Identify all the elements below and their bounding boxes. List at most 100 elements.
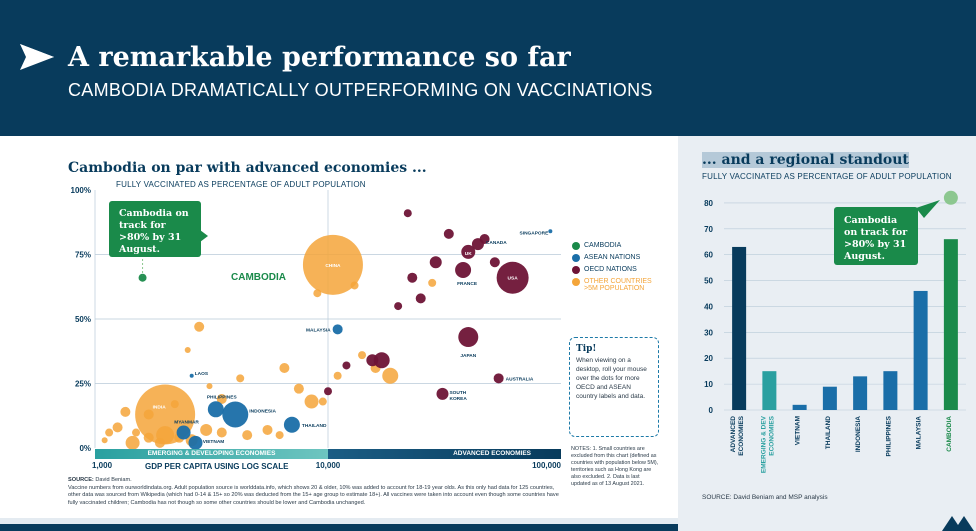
scatter-point[interactable] bbox=[548, 229, 553, 234]
scatter-chart: 0% 25% 50% 75% 100% 1,000 10,000 100,000 SINGAP… bbox=[71, 186, 562, 470]
scatter-point[interactable] bbox=[332, 324, 343, 335]
point-label: JAPAN bbox=[460, 353, 476, 359]
cambodia-label: CAMBODIA bbox=[231, 272, 286, 283]
bar-category-label: ADVANCED bbox=[730, 416, 737, 453]
scatter-point[interactable] bbox=[206, 383, 213, 390]
scatter-point[interactable] bbox=[333, 371, 342, 380]
scatter-point[interactable] bbox=[283, 416, 300, 433]
bar[interactable] bbox=[762, 371, 777, 410]
scatter-point[interactable] bbox=[415, 293, 426, 304]
scatter-point[interactable] bbox=[105, 428, 114, 437]
scatter-point[interactable] bbox=[436, 387, 449, 400]
scatter-point[interactable] bbox=[279, 363, 290, 374]
cambodia-target-marker bbox=[943, 190, 958, 205]
bar-ytick-label: 40 bbox=[704, 302, 713, 311]
bar[interactable] bbox=[883, 371, 898, 410]
scatter-point[interactable] bbox=[216, 427, 227, 438]
legend-dot-oecd bbox=[572, 266, 580, 274]
scatter-point[interactable] bbox=[112, 422, 123, 433]
cambodia-point[interactable] bbox=[138, 273, 147, 282]
scatter-point[interactable] bbox=[479, 234, 490, 245]
scatter-point[interactable] bbox=[489, 257, 500, 268]
bar[interactable] bbox=[822, 386, 837, 410]
legend-dot-cambodia bbox=[572, 242, 580, 250]
point-label: CHINA bbox=[325, 263, 341, 269]
bar[interactable] bbox=[792, 404, 807, 410]
scatter-point[interactable] bbox=[324, 387, 332, 396]
scatter-point[interactable] bbox=[154, 437, 165, 448]
legend-item-other: OTHER COUNTRIES >5M POPULATION bbox=[572, 278, 664, 292]
page-title: A remarkable performance so far bbox=[68, 42, 571, 73]
bar-category-label: ECONOMIES bbox=[738, 415, 745, 455]
scatter-point[interactable] bbox=[293, 383, 304, 394]
legend-dot-other bbox=[572, 278, 580, 286]
scatter-point[interactable] bbox=[443, 228, 454, 239]
scatter-point[interactable] bbox=[120, 406, 131, 417]
scatter-point[interactable] bbox=[394, 302, 403, 311]
scatter-point[interactable] bbox=[358, 351, 367, 360]
scatter-point[interactable] bbox=[458, 327, 479, 348]
scatter-point[interactable] bbox=[101, 437, 108, 444]
page-subtitle: CAMBODIA DRAMATICALLY OUTPERFORMING ON V… bbox=[68, 80, 653, 100]
scatter-point[interactable] bbox=[313, 289, 322, 298]
scatter-point[interactable] bbox=[318, 397, 327, 406]
legend-dot-asean bbox=[572, 254, 580, 262]
scatter-xlabel: GDP PER CAPITA USING LOG SCALE bbox=[145, 462, 289, 471]
scatter-point[interactable] bbox=[170, 400, 179, 409]
scatter-point[interactable] bbox=[275, 431, 284, 440]
bottom-band-dark bbox=[0, 524, 678, 531]
scatter-point[interactable] bbox=[496, 261, 529, 294]
scatter-point[interactable] bbox=[373, 352, 390, 369]
emerging-band-label: EMERGING & DEVELOPING ECONOMIES bbox=[147, 450, 276, 457]
scatter-point[interactable] bbox=[184, 346, 191, 353]
scatter-point[interactable] bbox=[216, 393, 227, 404]
scatter-point[interactable] bbox=[350, 281, 359, 290]
scatter-point[interactable] bbox=[461, 244, 476, 259]
point-label: PHILIPPINES bbox=[207, 394, 238, 400]
scatter-point[interactable] bbox=[304, 394, 319, 409]
scatter-point[interactable] bbox=[407, 272, 418, 283]
legend-item-cambodia: CAMBODIA bbox=[572, 242, 664, 250]
scatter-point[interactable] bbox=[262, 424, 273, 435]
scatter-point[interactable] bbox=[176, 425, 191, 440]
cambodia-callout-right: Cambodia on track for >80% by 31 August. bbox=[834, 207, 918, 265]
scatter-point[interactable] bbox=[236, 374, 245, 383]
point-label: AUSTRALIA bbox=[506, 376, 534, 382]
scatter-point[interactable] bbox=[132, 428, 141, 437]
scatter-point[interactable] bbox=[382, 367, 399, 384]
scatter-point[interactable] bbox=[189, 373, 194, 378]
bar-category-label: VIETNAM bbox=[795, 416, 802, 445]
scatter-point[interactable] bbox=[143, 432, 154, 443]
scatter-point[interactable] bbox=[194, 321, 205, 332]
bar[interactable] bbox=[853, 376, 868, 410]
scatter-xtick-label: 100,000 bbox=[532, 461, 561, 470]
scatter-point[interactable] bbox=[302, 234, 363, 295]
scatter-point[interactable] bbox=[429, 256, 442, 269]
bar-category-label: EMERGING & DEV bbox=[760, 415, 767, 473]
tip-title: Tip! bbox=[576, 344, 597, 354]
scatter-point[interactable] bbox=[342, 361, 351, 370]
point-label: INDONESIA bbox=[249, 408, 276, 414]
bar[interactable] bbox=[943, 239, 958, 410]
bar-heading: ... and a regional standout bbox=[702, 152, 909, 168]
scatter-point[interactable] bbox=[222, 401, 249, 428]
scatter-point[interactable] bbox=[242, 430, 253, 441]
scatter-subheading: FULLY VACCINATED AS PERCENTAGE OF ADULT … bbox=[116, 180, 366, 189]
header-banner bbox=[0, 0, 976, 136]
scatter-point[interactable] bbox=[207, 401, 224, 418]
tip-box: Tip! When viewing on a desktop, roll you… bbox=[569, 337, 659, 437]
bar[interactable] bbox=[913, 290, 928, 410]
scatter-point[interactable] bbox=[143, 409, 154, 420]
bar-category-label: INDONESIA bbox=[855, 416, 862, 452]
scatter-point[interactable] bbox=[428, 278, 437, 287]
scatter-point[interactable] bbox=[125, 435, 140, 450]
bar-category-label: THAILAND bbox=[825, 416, 832, 450]
scatter-point[interactable] bbox=[493, 373, 504, 384]
point-label: INDIA bbox=[153, 404, 167, 410]
scatter-point[interactable] bbox=[455, 261, 472, 278]
scatter-point[interactable] bbox=[188, 435, 203, 450]
scatter-point[interactable] bbox=[403, 209, 412, 218]
bar[interactable] bbox=[732, 246, 747, 410]
scatter-point[interactable] bbox=[200, 423, 213, 436]
scatter-xtick-label: 1,000 bbox=[92, 461, 113, 470]
